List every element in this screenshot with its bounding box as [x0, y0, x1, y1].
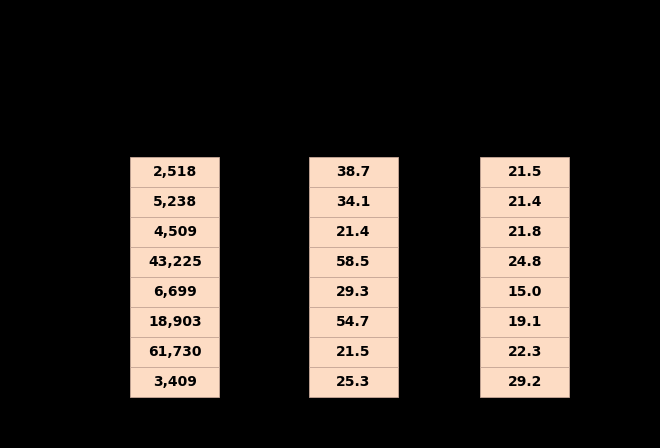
Text: 21.5: 21.5 [336, 345, 370, 359]
FancyBboxPatch shape [130, 307, 219, 337]
Text: 54.7: 54.7 [336, 315, 370, 329]
Text: 15.0: 15.0 [508, 285, 542, 299]
FancyBboxPatch shape [309, 367, 397, 397]
FancyBboxPatch shape [309, 157, 397, 187]
Text: 38.7: 38.7 [336, 165, 370, 179]
FancyBboxPatch shape [130, 187, 219, 217]
Text: 2,518: 2,518 [152, 165, 197, 179]
Text: 18,903: 18,903 [148, 315, 202, 329]
FancyBboxPatch shape [480, 277, 569, 307]
Text: 19.1: 19.1 [508, 315, 542, 329]
Text: 22.3: 22.3 [508, 345, 542, 359]
Text: 61,730: 61,730 [148, 345, 202, 359]
FancyBboxPatch shape [480, 247, 569, 277]
FancyBboxPatch shape [480, 187, 569, 217]
FancyBboxPatch shape [480, 217, 569, 247]
FancyBboxPatch shape [309, 187, 397, 217]
Text: 21.8: 21.8 [508, 225, 542, 239]
FancyBboxPatch shape [130, 277, 219, 307]
FancyBboxPatch shape [480, 337, 569, 367]
Text: 34.1: 34.1 [336, 195, 370, 209]
FancyBboxPatch shape [309, 217, 397, 247]
Text: 29.2: 29.2 [508, 375, 542, 389]
FancyBboxPatch shape [309, 337, 397, 367]
Text: 21.5: 21.5 [508, 165, 542, 179]
Text: 3,409: 3,409 [153, 375, 197, 389]
FancyBboxPatch shape [309, 247, 397, 277]
FancyBboxPatch shape [130, 157, 219, 187]
Text: 6,699: 6,699 [153, 285, 197, 299]
Text: 4,509: 4,509 [153, 225, 197, 239]
FancyBboxPatch shape [130, 217, 219, 247]
FancyBboxPatch shape [130, 367, 219, 397]
FancyBboxPatch shape [309, 277, 397, 307]
Text: 5,238: 5,238 [153, 195, 197, 209]
Text: 21.4: 21.4 [336, 225, 370, 239]
Text: 24.8: 24.8 [508, 255, 542, 269]
Text: 43,225: 43,225 [148, 255, 202, 269]
FancyBboxPatch shape [480, 367, 569, 397]
Text: 29.3: 29.3 [336, 285, 370, 299]
Text: 25.3: 25.3 [336, 375, 370, 389]
FancyBboxPatch shape [130, 337, 219, 367]
Text: 21.4: 21.4 [508, 195, 542, 209]
FancyBboxPatch shape [309, 307, 397, 337]
FancyBboxPatch shape [130, 247, 219, 277]
Text: 58.5: 58.5 [336, 255, 370, 269]
FancyBboxPatch shape [480, 157, 569, 187]
FancyBboxPatch shape [480, 307, 569, 337]
